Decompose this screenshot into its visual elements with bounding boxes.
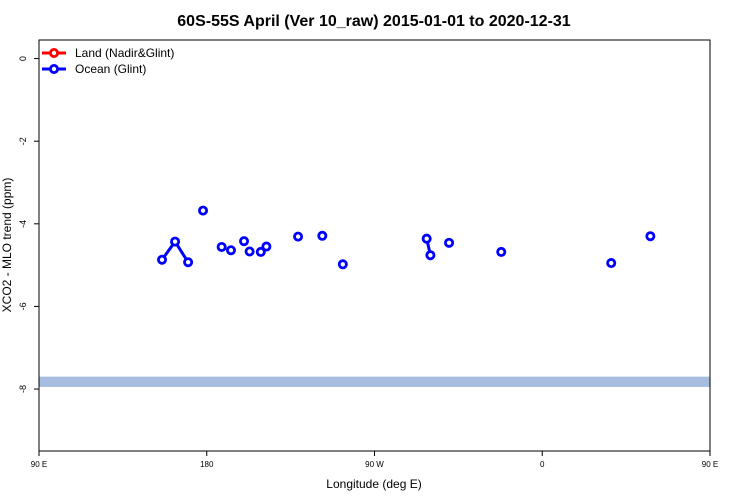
y-tick-label: -2 — [18, 137, 28, 145]
chart-title: 60S-55S April (Ver 10_raw) 2015-01-01 to… — [177, 13, 571, 30]
plot-frame — [38, 39, 711, 452]
legend-marker-0 — [49, 48, 60, 59]
data-point-1-3-0 — [225, 245, 236, 256]
data-point-1-15-0 — [645, 231, 656, 242]
legend-label-1: Ocean (Glint) — [75, 62, 146, 76]
data-point-1-0-1 — [170, 236, 181, 247]
x-tick-label: 180 — [200, 460, 214, 469]
data-point-1-2-0 — [216, 241, 227, 252]
data-point-1-5-0 — [244, 246, 255, 257]
axes: 90 E 180 90 W 0 90 E 0 -2 -4 -6 -8 — [18, 39, 718, 469]
plot-area — [39, 205, 710, 387]
data-point-1-7-0 — [261, 241, 272, 252]
data-point-1-0-2 — [183, 257, 194, 268]
data-point-1-9-0 — [317, 230, 328, 241]
data-point-1-10-0 — [337, 259, 348, 270]
data-point-1-8-0 — [293, 231, 304, 242]
y-axis-label: XCO2 - MLO trend (ppm) — [0, 178, 14, 313]
x-tick-label: 90 E — [702, 460, 718, 469]
legend: Land (Nadir&Glint) Ocean (Glint) — [42, 46, 174, 76]
x-tick-label: 90 E — [31, 460, 47, 469]
data-point-1-0-0 — [157, 254, 168, 265]
reference-band — [39, 376, 710, 387]
data-point-1-1-0 — [198, 205, 209, 216]
data-point-1-11-1 — [425, 250, 436, 261]
data-point-1-14-0 — [606, 258, 617, 269]
data-point-1-11-0 — [421, 233, 432, 244]
y-tick-label: -4 — [18, 220, 28, 228]
data-point-1-4-0 — [239, 236, 250, 247]
legend-marker-1 — [49, 64, 60, 75]
legend-label-0: Land (Nadir&Glint) — [75, 46, 174, 60]
y-tick-label: 0 — [18, 56, 28, 61]
data-point-1-13-0 — [496, 246, 507, 257]
x-axis-label: Longitude (deg E) — [326, 477, 421, 491]
y-tick-label: -8 — [18, 385, 28, 393]
data-point-1-6-0 — [255, 246, 266, 257]
x-tick-label: 90 W — [365, 460, 384, 469]
data-point-1-12-0 — [444, 237, 455, 248]
y-tick-label: -6 — [18, 302, 28, 310]
x-tick-label: 0 — [540, 460, 545, 469]
